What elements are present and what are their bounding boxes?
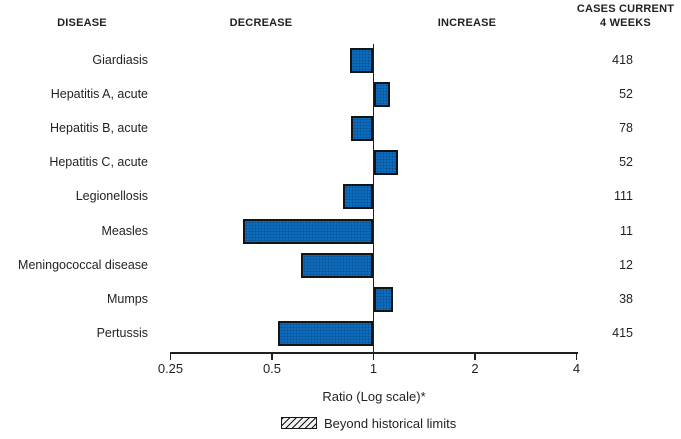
column-header-cases-line2: 4 WEEKS (600, 17, 651, 29)
bar-hepatitis-b-acute (351, 116, 374, 142)
disease-label-meningococcal-disease: Meningococcal disease (18, 257, 148, 272)
x-axis-label: Ratio (Log scale)* (322, 389, 426, 404)
x-axis-tick-2 (474, 352, 476, 360)
bar-measles (242, 218, 374, 244)
x-axis-tick-4 (575, 352, 578, 360)
bar-hepatitis-a-acute (373, 82, 391, 108)
x-axis-tick-label-0.5: 0.5 (262, 361, 282, 376)
disease-label-pertussis: Pertussis (96, 325, 148, 340)
cases-value-hepatitis-b-acute: 78 (619, 121, 633, 136)
bar-legionellosis (342, 184, 374, 210)
x-axis-tick-label-0.25: 0.25 (157, 361, 184, 376)
cases-value-giardiasis: 418 (612, 53, 633, 67)
baseline-reference-line (372, 44, 375, 354)
x-axis-tick-label-2: 2 (471, 361, 479, 376)
cases-value-pertussis: 415 (612, 325, 633, 340)
x-axis-tick-label-4: 4 (572, 361, 581, 376)
bar-meningococcal-disease (301, 252, 374, 278)
column-header-decrease: DECREASE (229, 17, 293, 29)
x-axis-tick-0.25 (169, 352, 172, 360)
cases-value-meningococcal-disease: 12 (619, 257, 633, 272)
cases-value-measles: 11 (620, 223, 633, 238)
disease-label-legionellosis: Legionellosis (75, 189, 148, 204)
disease-label-mumps: Mumps (107, 291, 148, 306)
hatched-swatch-icon (281, 417, 317, 429)
x-axis-tick-label-1: 1 (369, 361, 378, 376)
disease-label-giardiasis: Giardiasis (92, 53, 148, 67)
disease-label-hepatitis-b-acute: Hepatitis B, acute (50, 121, 148, 136)
cases-value-mumps: 38 (619, 291, 633, 306)
bar-giardiasis (349, 48, 374, 73)
column-header-increase: INCREASE (437, 17, 497, 29)
disease-label-hepatitis-c-acute: Hepatitis C, acute (49, 155, 148, 170)
cases-value-hepatitis-a-acute: 52 (619, 87, 633, 102)
x-axis-tick-1 (372, 352, 375, 360)
cases-value-hepatitis-c-acute: 52 (619, 155, 633, 170)
x-axis-tick-0.5 (271, 352, 273, 360)
bar-hepatitis-c-acute (373, 150, 398, 176)
legend-label: Beyond historical limits (324, 415, 457, 431)
column-header-disease: DISEASE (57, 17, 107, 29)
cases-value-legionellosis: 111 (613, 189, 633, 204)
bar-mumps (373, 286, 393, 312)
disease-label-measles: Measles (101, 223, 148, 238)
disease-label-hepatitis-a-acute: Hepatitis A, acute (50, 87, 148, 102)
bar-pertussis (277, 320, 374, 346)
column-header-cases-line1: CASES CURRENT (576, 3, 675, 15)
legend: Beyond historical limits (281, 415, 456, 431)
